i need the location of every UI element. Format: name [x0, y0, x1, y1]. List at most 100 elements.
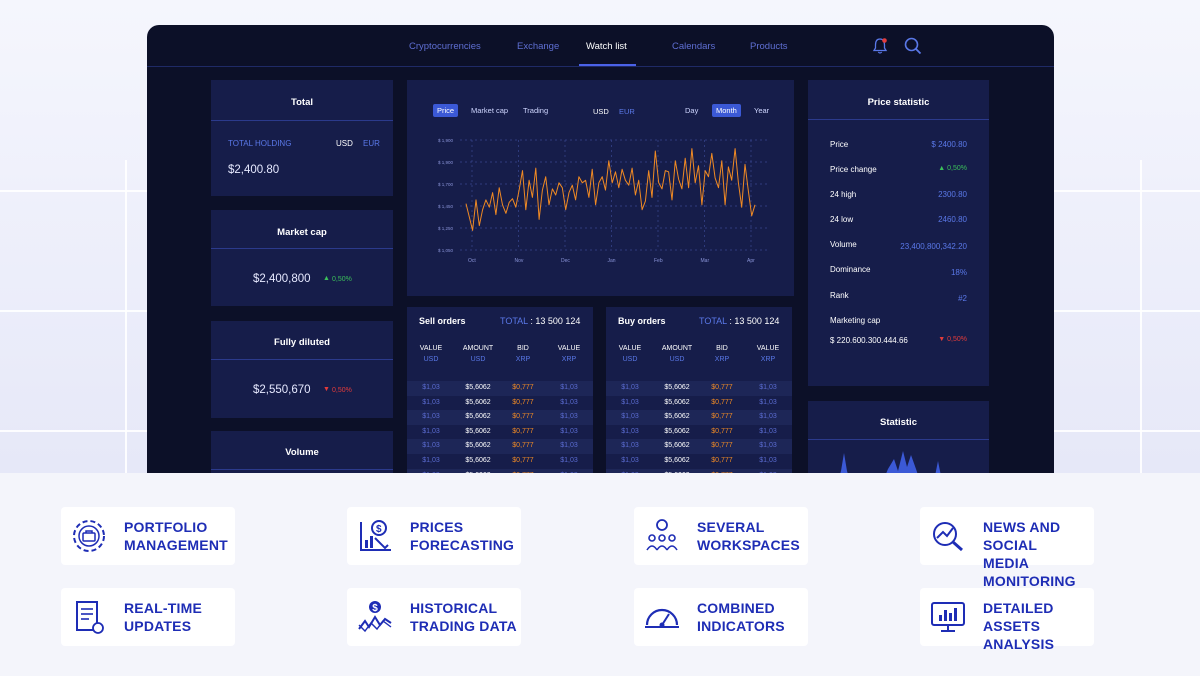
- order-cell: $0,777: [711, 442, 733, 450]
- order-row[interactable]: $1,03 $5,6062 $0,777 $1,03: [606, 425, 792, 440]
- column-header: VALUE USD: [419, 345, 443, 363]
- order-row[interactable]: $1,03 $5,6062 $0,777 $1,03: [407, 425, 593, 440]
- total-card: Total TOTAL HOLDING USD EUR $2,400.80: [211, 80, 393, 196]
- feature-line-2: MANAGEMENT: [124, 537, 228, 553]
- order-cell: $1,03: [549, 472, 589, 473]
- tab-month[interactable]: Month: [712, 104, 741, 117]
- statistic-area-chart: [840, 451, 941, 473]
- feature-news-social-monitoring: NEWS AND SOCIAL MEDIA MONITORING: [920, 507, 1094, 589]
- feature-line-1: DETAILED: [983, 600, 1054, 616]
- order-cell: $1,03: [621, 457, 639, 464]
- y-tick-label: $ 1,900: [438, 160, 454, 165]
- x-tick-label: Oct: [468, 258, 476, 264]
- statistic-card: Statistic: [808, 401, 989, 473]
- order-cell: $5,6062: [458, 472, 498, 473]
- feature-line-1: NEWS AND SOCIAL: [983, 519, 1061, 553]
- x-tick-label: Jan: [608, 258, 616, 264]
- document-clock-icon: [76, 601, 104, 634]
- bell-icon[interactable]: [872, 37, 888, 55]
- column-header: VALUE USD: [618, 345, 642, 363]
- order-cell: $1,03: [621, 427, 639, 435]
- market-cap-card: Market cap $2,400,800 ▲ 0,50%: [211, 210, 393, 306]
- chart-usd-toggle[interactable]: USD: [593, 107, 609, 116]
- column-header: BID XRP: [515, 345, 531, 363]
- stat-marketing-cap-label: Marketing cap: [830, 316, 881, 325]
- stat-marketing-cap: $ 220.600.300.444.66 ▼ 0,50%: [830, 336, 967, 345]
- feature-prices-forecasting: $ PRICES FORECASTING: [347, 507, 521, 565]
- order-cell: $1,03: [560, 384, 578, 391]
- order-cell: $1,03: [759, 398, 777, 406]
- feature-line-2: ASSETS ANALYSIS: [983, 618, 1055, 652]
- dollar-chart-icon: $: [360, 520, 391, 551]
- order-row[interactable]: $1,03 $5,6062 $0,777 $1,03: [606, 410, 792, 425]
- column-header: VALUE XRP: [557, 345, 581, 363]
- y-tick-label: $ 1,700: [438, 182, 454, 187]
- feature-combined-indicators: COMBINED INDICATORS: [634, 588, 808, 646]
- order-cell: $1,03: [422, 413, 440, 421]
- order-row[interactable]: $1,03 $5,6062 $0,777 $1,03: [407, 439, 593, 454]
- total-holding-label: TOTAL HOLDING: [228, 139, 292, 148]
- y-tick-label: $ 1,450: [438, 204, 454, 209]
- order-row[interactable]: $1,03 $5,6062 $0,777 $1,03: [407, 468, 593, 473]
- order-row[interactable]: $1,03 $5,6062 $0,777 $1,03: [407, 396, 593, 411]
- tab-year[interactable]: Year: [754, 106, 770, 115]
- tab-price[interactable]: Price: [433, 104, 459, 117]
- feature-line-1: HISTORICAL: [410, 600, 498, 616]
- stat-dominance: Dominance 18%: [830, 265, 967, 277]
- down-arrow-icon: ▼: [323, 386, 330, 393]
- order-cell: $5,6062: [664, 457, 690, 464]
- search-icon[interactable]: [904, 37, 922, 55]
- tab-day[interactable]: Day: [685, 106, 699, 115]
- chart-eur-toggle[interactable]: EUR: [619, 107, 635, 116]
- dashboard-device: Cryptocurrencies Exchange Watch list Cal…: [147, 25, 1054, 473]
- market-cap-value: $2,400,800: [253, 273, 311, 285]
- eur-toggle[interactable]: EUR: [363, 139, 380, 148]
- feature-line-2: WORKSPACES: [697, 537, 800, 553]
- nav-active-indicator: [579, 64, 636, 66]
- order-row[interactable]: $1,03 $5,6062 $0,777 $1,03: [407, 454, 593, 469]
- nav-cryptocurrencies[interactable]: Cryptocurrencies: [409, 41, 481, 52]
- order-cell: $1,03: [759, 413, 777, 421]
- fully-diluted-card: Fully diluted $2,550,670 ▼ 0,50%: [211, 321, 393, 418]
- volume-card: Volume: [211, 431, 393, 473]
- fully-diluted-value: $2,550,670: [253, 384, 311, 396]
- tab-market-cap[interactable]: Market cap: [471, 106, 509, 115]
- order-cell: $0,777: [711, 427, 733, 435]
- order-row[interactable]: $1,03 $5,6062 $0,777 $1,03: [606, 468, 792, 473]
- order-row[interactable]: $1,03 $5,6062 $0,777 $1,03: [606, 454, 792, 469]
- feature-detailed-assets-analysis: DETAILED ASSETS ANALYSIS: [920, 588, 1094, 652]
- feature-line-1: COMBINED: [697, 600, 775, 616]
- order-cell: $5,6062: [465, 457, 491, 464]
- order-row[interactable]: $1,03 $5,6062 $0,777 $1,03: [407, 381, 593, 396]
- feature-line-2: INDICATORS: [697, 618, 785, 634]
- feature-line-2: MEDIA MONITORING: [983, 555, 1076, 589]
- feature-line-2: TRADING DATA: [410, 618, 517, 634]
- tab-trading[interactable]: Trading: [523, 106, 549, 115]
- order-row[interactable]: $1,03 $5,6062 $0,777 $1,03: [606, 396, 792, 411]
- buy-orders-title: Buy orders: [618, 316, 666, 326]
- price-statistic-card: Price statistic Price $ 2400.80 Price cha…: [808, 80, 989, 386]
- svg-text:$: $: [376, 524, 382, 535]
- usd-toggle[interactable]: USD: [336, 139, 353, 148]
- order-cell: $0,777: [711, 413, 733, 421]
- nav-watch-list[interactable]: Watch list: [586, 41, 627, 52]
- nav-products[interactable]: Products: [750, 41, 788, 52]
- nav-exchange[interactable]: Exchange: [517, 41, 560, 52]
- order-cell: $0,777: [512, 384, 534, 391]
- up-arrow-icon: ▲: [938, 165, 948, 172]
- x-tick-label: Apr: [747, 258, 755, 264]
- market-cap-title: Market cap: [277, 227, 327, 238]
- order-row[interactable]: $1,03 $5,6062 $0,777 $1,03: [407, 410, 593, 425]
- total-holding-value: $2,400.80: [228, 164, 280, 176]
- order-cell: $0,777: [503, 472, 543, 473]
- order-cell: $5,6062: [664, 398, 690, 406]
- nav-calendars[interactable]: Calendars: [672, 41, 716, 52]
- column-header: AMOUNT USD: [462, 345, 494, 363]
- stat-24-low: 24 low 2460.80: [830, 215, 967, 224]
- fully-diluted-change: 0,50%: [332, 387, 352, 394]
- y-tick-label: $ 1,050: [438, 248, 454, 253]
- price-statistic-title: Price statistic: [867, 97, 930, 108]
- order-row[interactable]: $1,03 $5,6062 $0,777 $1,03: [606, 381, 792, 396]
- sell-orders-total: TOTAL : 13 500 124: [500, 316, 581, 326]
- order-row[interactable]: $1,03 $5,6062 $0,777 $1,03: [606, 439, 792, 454]
